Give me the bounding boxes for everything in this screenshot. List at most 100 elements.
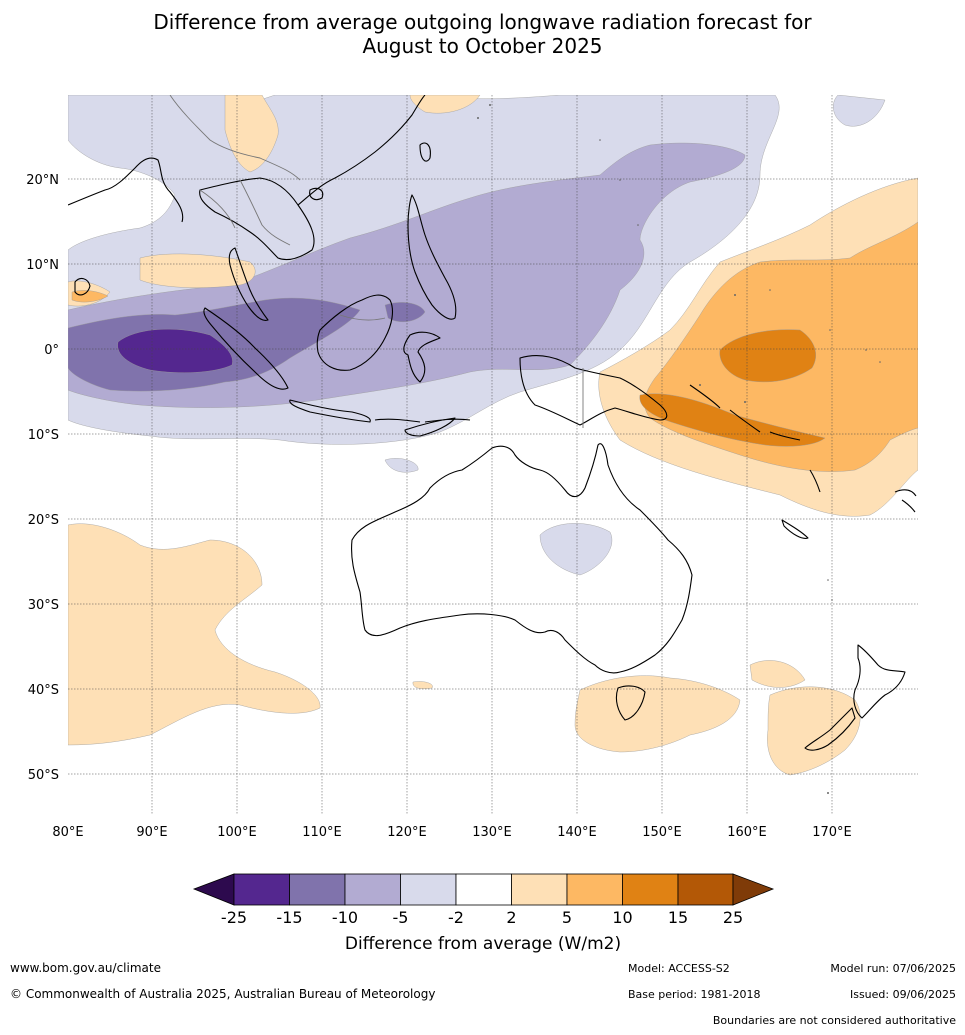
boundary-disclaimer: Boundaries are not considered authoritat… xyxy=(712,1014,956,1027)
shade-positive-medium-arabian xyxy=(71,290,109,303)
shade-positive-light-nz xyxy=(767,686,861,776)
lon-label: 130°E xyxy=(472,825,512,840)
title-line-1: Difference from average outgoing longwav… xyxy=(153,10,812,34)
colorbar-min-extension xyxy=(192,873,235,906)
shade-negative-verystrong xyxy=(117,328,233,373)
colorbar-tick: 10 xyxy=(612,908,632,927)
colorbar-tick: 25 xyxy=(723,908,743,927)
lat-label: 50°S xyxy=(28,768,59,783)
coast-sulawesi xyxy=(403,331,441,383)
model-name: Model: ACCESS-S2 xyxy=(628,962,730,975)
colorbar-tick: -10 xyxy=(332,908,358,927)
colorbar xyxy=(192,873,775,906)
lon-label: 140°E xyxy=(557,825,597,840)
lon-label: 80°E xyxy=(52,825,83,840)
lon-label: 100°E xyxy=(217,825,257,840)
coastlines xyxy=(68,95,917,751)
border-mainland-asia xyxy=(169,95,301,181)
shade-positive-light-indian-ocean xyxy=(68,523,321,746)
colorbar-tick: 15 xyxy=(668,908,688,927)
shade-positive-light-china xyxy=(409,95,481,114)
coast-malay-peninsula xyxy=(228,247,269,321)
colorbar-bin xyxy=(622,873,679,906)
colorbar-bin xyxy=(566,873,623,906)
longitude-labels: 80°E 90°E 100°E 110°E 120°E 130°E 140°E … xyxy=(52,825,851,840)
lat-label: 10°S xyxy=(28,428,59,443)
lat-label: 20°N xyxy=(26,173,59,188)
base-period: Base period: 1981-2018 xyxy=(628,988,761,1001)
colorbar-title: Difference from average (W/m2) xyxy=(345,934,621,954)
website-link[interactable]: www.bom.gov.au/climate xyxy=(10,961,161,975)
coast-philippines xyxy=(407,194,457,320)
coast-sumatra xyxy=(203,307,289,390)
small-islands xyxy=(477,104,881,794)
colorbar-max-extension xyxy=(732,873,775,906)
colorbar-tick: -15 xyxy=(276,908,302,927)
colorbar-tick: -25 xyxy=(221,908,247,927)
colorbar-bin xyxy=(233,873,290,906)
model-run-date: Model run: 07/06/2025 xyxy=(830,962,956,975)
colorbar-bin xyxy=(400,873,457,906)
colorbar-bin xyxy=(289,873,346,906)
lon-label: 120°E xyxy=(387,825,427,840)
shade-negative-light-east xyxy=(833,95,886,127)
coast-new-caledonia xyxy=(781,519,809,539)
coast-timor xyxy=(404,417,456,437)
graticule xyxy=(68,95,918,815)
colorbar-tick: 2 xyxy=(506,908,516,927)
coast-borneo xyxy=(316,294,394,371)
title-line-2: August to October 2025 xyxy=(362,34,603,58)
border-indochina xyxy=(199,179,291,246)
lat-label: 10°N xyxy=(26,258,59,273)
colorbar-tick: -5 xyxy=(393,908,409,927)
shade-positive-light-small xyxy=(412,681,433,689)
coast-taiwan xyxy=(419,142,431,162)
coast-nz-south xyxy=(804,707,856,751)
shade-positive-light-tasmania xyxy=(574,675,741,753)
colorbar-bin xyxy=(511,873,568,906)
colorbar-tick-labels: -25 -15 -10 -5 -2 2 5 10 15 25 xyxy=(221,908,743,927)
coast-java xyxy=(289,399,371,423)
coast-australia xyxy=(351,443,693,674)
coast-vanuatu xyxy=(809,469,821,493)
coast-nz-north xyxy=(853,644,906,719)
colorbar-tick: -2 xyxy=(448,908,464,927)
lat-label: 20°S xyxy=(28,513,59,528)
shade-negative-strong-2 xyxy=(384,302,426,323)
shade-positive-light-tasman xyxy=(749,660,806,688)
coast-tasmania xyxy=(615,685,646,721)
coast-indochina xyxy=(199,177,315,261)
shade-negative-light-australia xyxy=(539,523,612,576)
latitude-labels: 20°N 10°N 0° 10°S 20°S 30°S 40°S 50°S xyxy=(26,173,59,783)
coast-solomons xyxy=(689,384,801,441)
border-borneo xyxy=(339,314,386,321)
national-borders xyxy=(169,95,584,428)
shade-positive-strong-2 xyxy=(639,393,826,447)
anomaly-shading xyxy=(68,95,918,776)
lat-label: 40°S xyxy=(28,683,59,698)
lon-label: 170°E xyxy=(812,825,852,840)
coast-new-guinea xyxy=(519,355,668,426)
copyright-notice: © Commonwealth of Australia 2025, Austra… xyxy=(10,987,436,1001)
lat-label: 30°S xyxy=(28,598,59,613)
coast-fiji xyxy=(894,489,917,513)
lat-label: 0° xyxy=(44,343,59,358)
lon-label: 150°E xyxy=(642,825,682,840)
map-title: Difference from average outgoing longwav… xyxy=(0,10,965,58)
shade-positive-light-bay xyxy=(139,253,256,288)
coast-hainan xyxy=(309,187,324,201)
issued-date: Issued: 09/06/2025 xyxy=(849,988,956,1001)
colorbar-bin xyxy=(455,873,512,906)
lon-label: 90°E xyxy=(136,825,167,840)
colorbar-tick: 5 xyxy=(562,908,572,927)
coast-china xyxy=(297,95,426,206)
coast-india xyxy=(68,157,184,223)
lon-label: 110°E xyxy=(302,825,342,840)
coast-sri-lanka xyxy=(74,277,91,296)
colorbar-bin xyxy=(677,873,734,906)
shade-positive-strong xyxy=(719,329,816,383)
colorbar-bin xyxy=(344,873,401,906)
lon-label: 160°E xyxy=(727,825,767,840)
shade-negative-light-coralsea xyxy=(384,458,419,473)
